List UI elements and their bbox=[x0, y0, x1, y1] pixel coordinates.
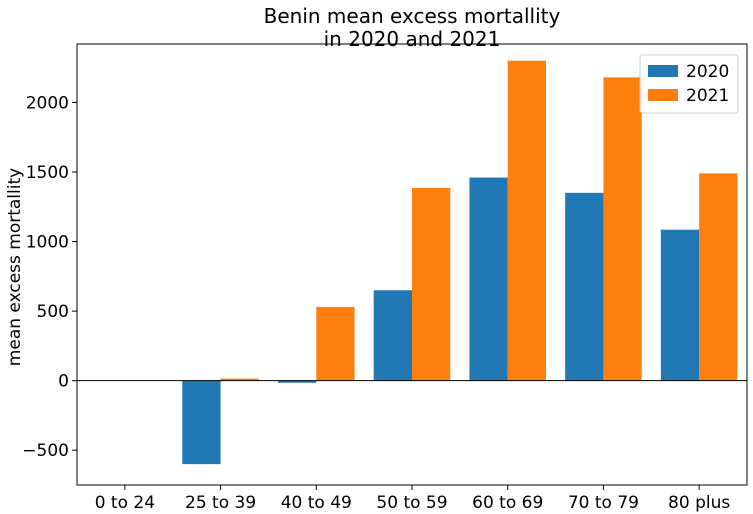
bar-2020-6 bbox=[565, 192, 604, 381]
bar-2021-4 bbox=[412, 187, 451, 381]
x-tick-label: 40 to 49 bbox=[281, 493, 352, 513]
bar-2021-6 bbox=[603, 77, 642, 381]
legend-swatch-2021 bbox=[648, 89, 678, 101]
y-tick-label: 1500 bbox=[26, 163, 69, 183]
x-tick-label: 70 to 79 bbox=[568, 493, 639, 513]
legend-label-2021: 2021 bbox=[686, 86, 729, 106]
chart-title-line-2: in 2020 and 2021 bbox=[324, 27, 501, 51]
x-tick-label: 0 to 24 bbox=[95, 493, 155, 513]
bar-2021-3 bbox=[316, 306, 355, 381]
x-tick-label: 50 to 59 bbox=[376, 493, 447, 513]
x-tick-label: 60 to 69 bbox=[472, 493, 543, 513]
x-tick-label: 80 plus bbox=[668, 493, 730, 513]
y-tick-label: 0 bbox=[58, 372, 69, 392]
x-tick-label: 25 to 39 bbox=[185, 493, 256, 513]
bar-2021-2 bbox=[220, 378, 259, 381]
bar-2021-5 bbox=[507, 60, 546, 381]
y-tick-label: −500 bbox=[22, 441, 69, 461]
bar-2020-7 bbox=[660, 229, 700, 381]
bar-2021-7 bbox=[699, 173, 738, 381]
bar-2020-4 bbox=[373, 290, 412, 381]
bar-2020-2 bbox=[182, 380, 221, 465]
legend-swatch-2020 bbox=[648, 65, 678, 77]
plot-area: −500 0 500 1000 1500 2000 0 to 24 25 to 39 40 to… bbox=[22, 43, 748, 513]
chart-title-line-1: Benin mean excess mortallity bbox=[264, 4, 561, 28]
bar-2020-3 bbox=[278, 380, 317, 383]
y-tick-label: 1000 bbox=[26, 233, 69, 253]
y-tick-label: 2000 bbox=[26, 93, 69, 113]
legend-label-2020: 2020 bbox=[686, 62, 729, 82]
bar-2020-5 bbox=[469, 177, 508, 381]
y-tick-label: 500 bbox=[37, 302, 69, 322]
y-axis-label: mean excess mortallity bbox=[5, 168, 25, 366]
legend: 2020 2021 bbox=[639, 54, 739, 114]
